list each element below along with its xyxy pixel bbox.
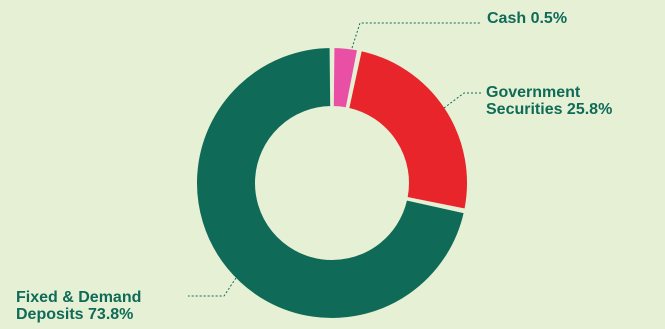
leader-line-government-securities xyxy=(443,92,481,109)
slice-label-gov-line2: Securities 25.8% xyxy=(486,101,613,118)
slices-group xyxy=(195,46,469,320)
slice-label-fixed-line1: Fixed & Demand xyxy=(16,289,142,306)
slice-fixed-demand-deposits xyxy=(195,46,466,320)
slice-cash xyxy=(331,46,360,110)
slice-label-gov-line1: Government xyxy=(486,84,581,101)
slice-government-securities xyxy=(347,49,469,211)
slice-label-government-securities: Government Securities 25.8% xyxy=(486,84,612,118)
slice-label-cash: Cash 0.5% xyxy=(487,10,567,27)
slice-label-fixed-line2: Deposits 73.8% xyxy=(16,306,134,323)
slice-label-fixed-demand-deposits: Fixed & Demand Deposits 73.8% xyxy=(16,289,141,323)
leader-lines xyxy=(188,22,481,297)
leader-line-cash xyxy=(351,22,481,49)
slice-label-cash-line1: Cash 0.5% xyxy=(487,10,568,27)
leader-line-fixed-demand-deposits xyxy=(188,277,237,297)
